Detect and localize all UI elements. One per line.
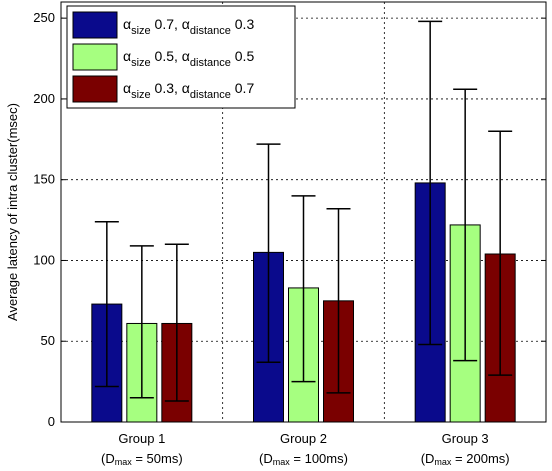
y-axis-ticks: 0 50 100 150 200 250 <box>33 10 546 429</box>
x-tick-label: Group 3 <box>442 431 489 446</box>
y-tick-label: 200 <box>33 91 55 106</box>
x-tick-sublabel: (Dmax = 50ms) <box>101 451 183 467</box>
y-tick-label: 250 <box>33 10 55 25</box>
x-axis-ticks: Group 1 (Dmax = 50ms) Group 2 (Dmax = 100ms… <box>101 431 510 467</box>
y-tick-label: 150 <box>33 172 55 187</box>
x-tick-sublabel: (Dmax = 100ms) <box>259 451 348 467</box>
legend-label: αsize 0.7, αdistance 0.3 <box>123 16 254 37</box>
legend-label: αsize 0.3, αdistance 0.7 <box>123 80 254 101</box>
x-tick-sublabel: (Dmax = 200ms) <box>421 451 510 467</box>
y-tick-label: 50 <box>41 333 55 348</box>
legend-swatch <box>72 75 118 103</box>
error-bars <box>94 20 513 402</box>
axes-box <box>60 1 547 423</box>
legend-swatch <box>72 43 118 71</box>
x-tick-label: Group 2 <box>280 431 327 446</box>
x-tick-label: Group 1 <box>118 431 165 446</box>
legend-swatch <box>72 11 118 39</box>
legend-label: αsize 0.5, αdistance 0.5 <box>123 48 254 69</box>
y-tick-label: 0 <box>48 414 55 429</box>
legend: αsize 0.7, αdistance 0.3 αsize 0.5, αdist… <box>66 5 296 109</box>
y-axis-label: Average latency of intra cluster(msec) <box>5 103 20 321</box>
y-tick-label: 100 <box>33 252 55 267</box>
